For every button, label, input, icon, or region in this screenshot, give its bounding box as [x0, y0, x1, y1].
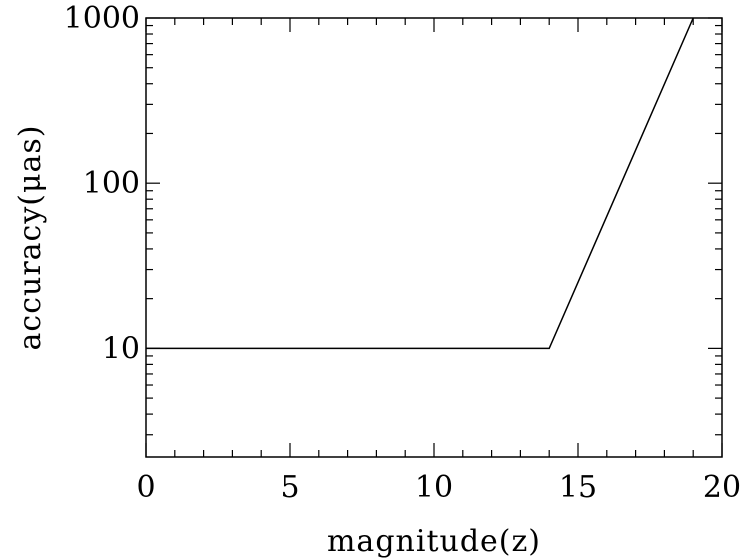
- plot-frame: [145, 17, 723, 458]
- x-tick-label-5: 5: [280, 470, 299, 505]
- series-layer: [146, 17, 694, 350]
- x-tick-label-10: 10: [415, 470, 453, 505]
- y-axis-label: accuracy(μas): [13, 125, 48, 351]
- x-tick-label-20: 20: [703, 470, 741, 505]
- x-tick-label-15: 15: [559, 470, 597, 505]
- x-tick-label-0: 0: [136, 470, 155, 505]
- y-tick-label-1000: 1000: [64, 1, 140, 36]
- x-axis-label: magnitude(z): [327, 524, 541, 559]
- y-tick-label-100: 100: [83, 166, 140, 201]
- y-tick-labels: 10 100 1000: [64, 1, 140, 366]
- minor-ticks: [146, 18, 722, 457]
- x-tick-labels: 0 5 10 15 20: [136, 470, 741, 505]
- series-line-0: [146, 17, 694, 350]
- y-tick-label-10: 10: [102, 331, 140, 366]
